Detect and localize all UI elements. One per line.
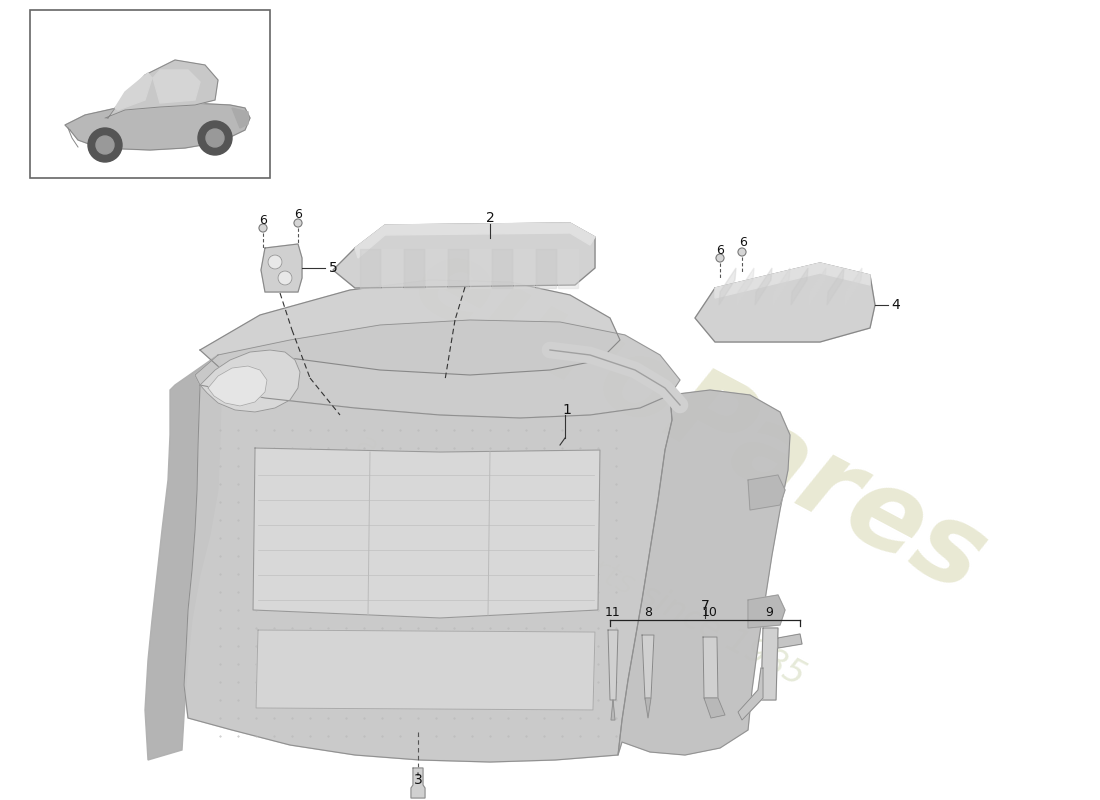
Polygon shape: [333, 223, 595, 288]
Polygon shape: [808, 268, 826, 305]
Polygon shape: [748, 595, 785, 628]
Polygon shape: [618, 390, 790, 755]
Polygon shape: [703, 637, 718, 698]
Polygon shape: [778, 634, 802, 648]
Polygon shape: [261, 244, 302, 292]
Polygon shape: [104, 60, 218, 118]
Polygon shape: [737, 268, 754, 305]
Polygon shape: [411, 768, 425, 798]
Text: 6: 6: [260, 214, 267, 226]
Circle shape: [206, 129, 224, 147]
Text: 6: 6: [716, 243, 724, 257]
Polygon shape: [773, 268, 790, 305]
Polygon shape: [65, 103, 250, 150]
Polygon shape: [845, 268, 862, 305]
Text: 1: 1: [562, 403, 571, 417]
Polygon shape: [145, 355, 222, 760]
Polygon shape: [208, 366, 267, 406]
Polygon shape: [719, 268, 736, 305]
Text: 5: 5: [329, 261, 338, 275]
Circle shape: [268, 255, 282, 269]
Polygon shape: [360, 249, 379, 288]
Polygon shape: [355, 223, 595, 258]
Text: 9: 9: [766, 606, 773, 618]
Text: 6: 6: [739, 237, 747, 250]
Polygon shape: [748, 475, 785, 510]
Polygon shape: [195, 320, 680, 418]
Polygon shape: [761, 628, 778, 700]
Polygon shape: [426, 249, 446, 288]
Circle shape: [738, 248, 746, 256]
Text: 11: 11: [605, 606, 620, 618]
Polygon shape: [116, 73, 152, 110]
Text: euroPares: euroPares: [396, 225, 1004, 615]
Polygon shape: [536, 249, 556, 288]
Polygon shape: [738, 668, 763, 720]
Bar: [30, 10, 270, 178]
Polygon shape: [382, 249, 402, 288]
Polygon shape: [827, 268, 844, 305]
Circle shape: [258, 224, 267, 232]
Text: a passion for parts since 1985: a passion for parts since 1985: [350, 427, 811, 693]
Polygon shape: [791, 268, 808, 305]
Polygon shape: [558, 249, 578, 288]
Polygon shape: [470, 249, 490, 288]
Polygon shape: [514, 249, 534, 288]
Text: 6: 6: [294, 209, 301, 222]
Polygon shape: [232, 108, 248, 128]
Polygon shape: [492, 249, 512, 288]
Circle shape: [96, 136, 114, 154]
Circle shape: [294, 219, 302, 227]
Text: 8: 8: [644, 606, 652, 618]
Text: 7: 7: [701, 599, 710, 613]
Polygon shape: [695, 263, 875, 342]
Polygon shape: [645, 698, 651, 718]
Polygon shape: [704, 698, 725, 718]
Text: 4: 4: [892, 298, 901, 312]
Text: 3: 3: [414, 773, 422, 787]
Polygon shape: [153, 70, 200, 103]
Polygon shape: [642, 635, 654, 700]
Circle shape: [716, 254, 724, 262]
Polygon shape: [200, 350, 300, 412]
Polygon shape: [256, 630, 595, 710]
Polygon shape: [200, 280, 620, 375]
Polygon shape: [755, 268, 772, 305]
Circle shape: [198, 121, 232, 155]
Polygon shape: [608, 630, 618, 700]
Circle shape: [278, 271, 292, 285]
Text: 2: 2: [485, 211, 494, 225]
Polygon shape: [184, 385, 672, 762]
Polygon shape: [448, 249, 468, 288]
Polygon shape: [715, 263, 870, 298]
Polygon shape: [253, 448, 600, 618]
Polygon shape: [404, 249, 424, 288]
Polygon shape: [610, 700, 615, 720]
Text: 10: 10: [702, 606, 718, 618]
Circle shape: [88, 128, 122, 162]
